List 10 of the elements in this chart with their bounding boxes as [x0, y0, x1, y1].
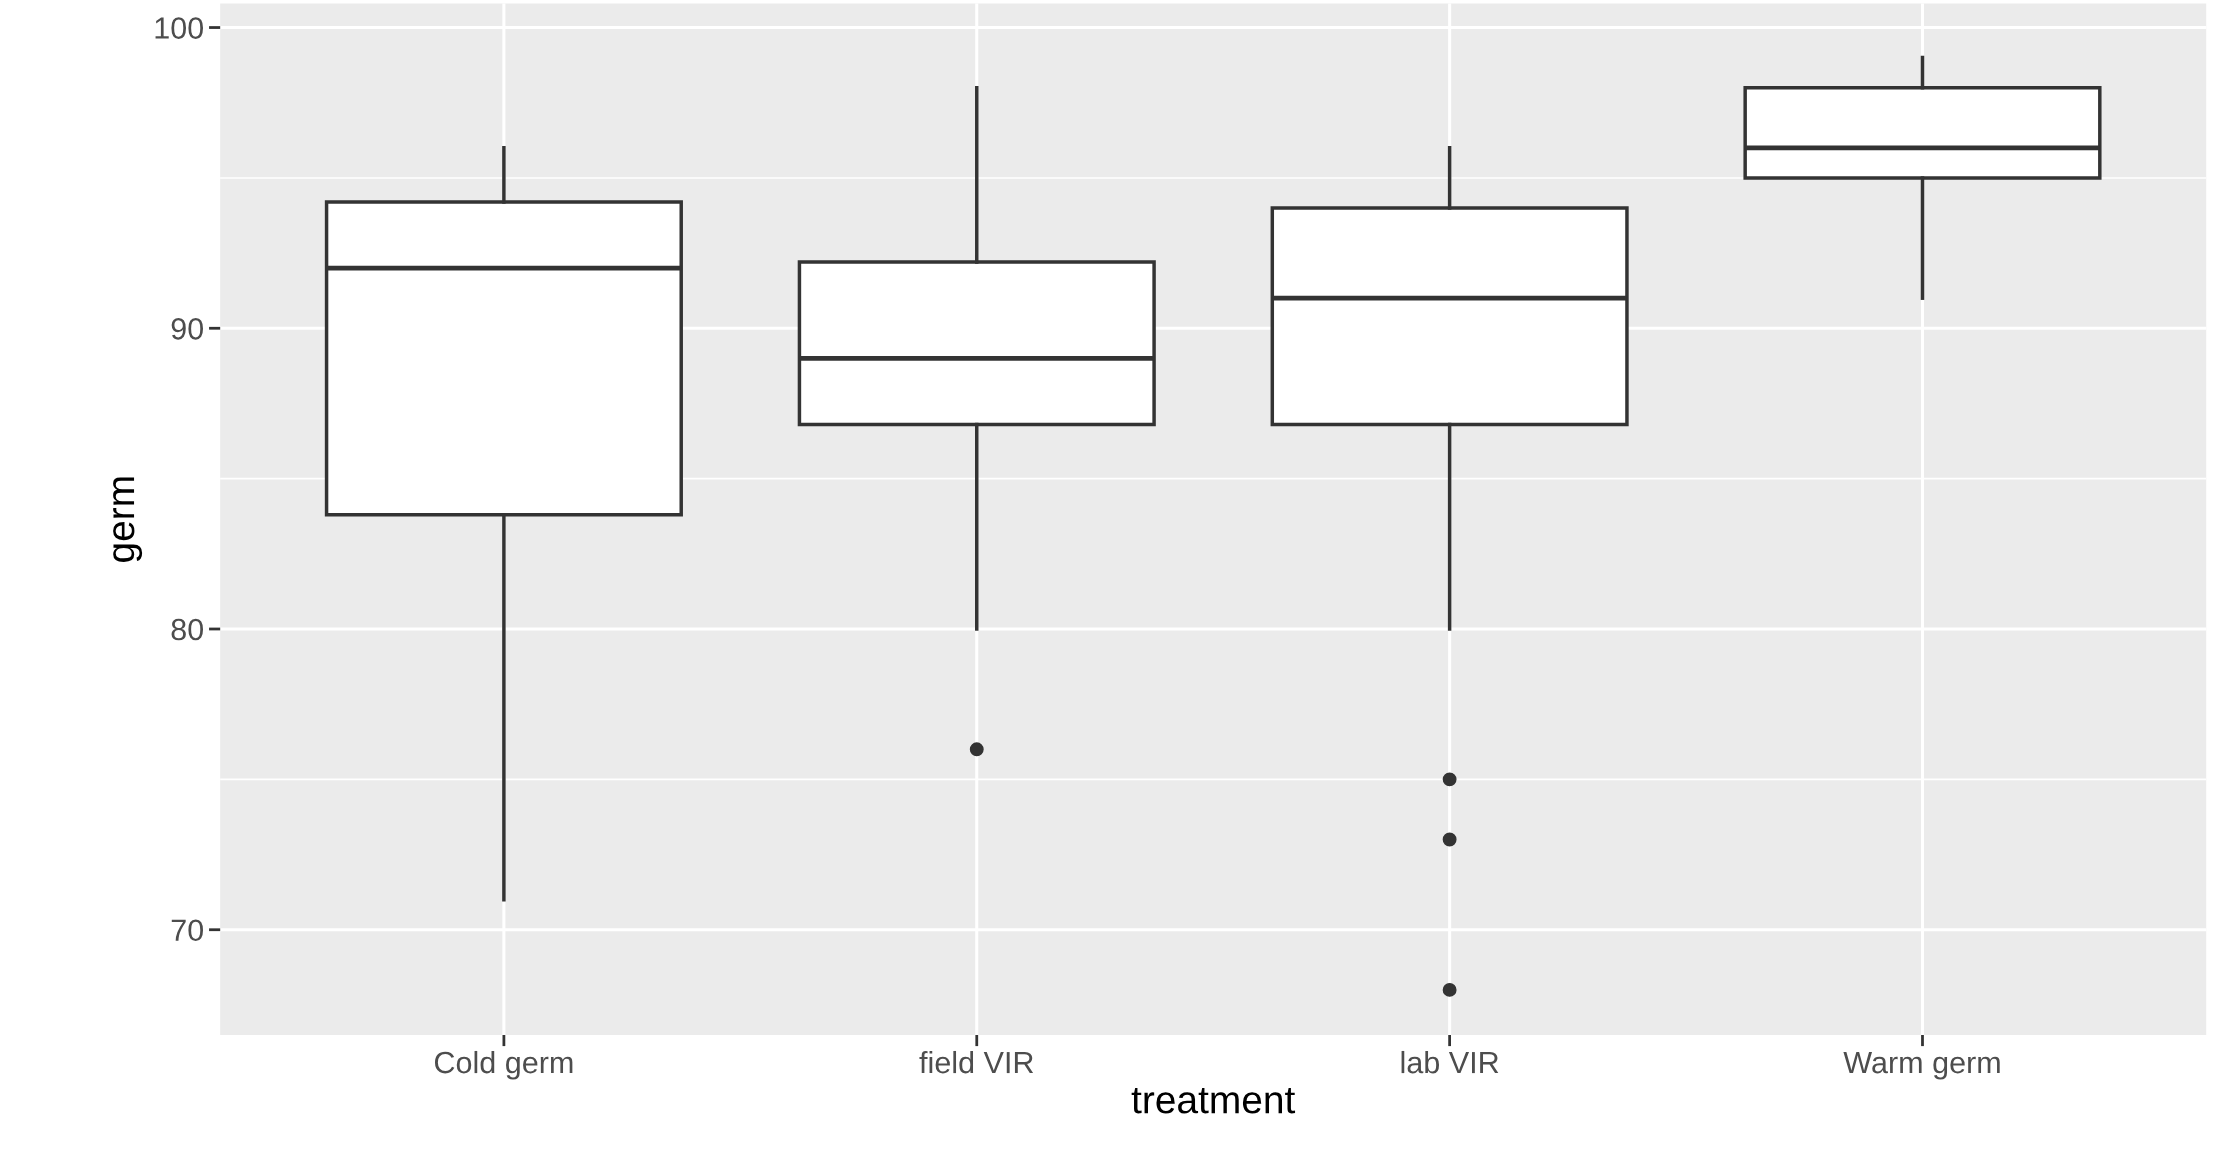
x-tick-label: Warm germ	[1843, 1052, 2000, 1080]
y-tick-label: 100	[155, 17, 204, 39]
x-tick-label: Cold germ	[434, 1050, 573, 1080]
x-axis-title: treatment	[1131, 1088, 1296, 1114]
y-tick-label: 70	[171, 919, 204, 942]
x-tick-label: lab VIR	[1401, 1050, 1499, 1074]
y-axis-title: germ	[113, 477, 143, 562]
x-tick-label: field VIR	[919, 1050, 1034, 1074]
y-tick-label: 90	[171, 318, 204, 340]
y-tick-label: 80	[171, 618, 204, 641]
